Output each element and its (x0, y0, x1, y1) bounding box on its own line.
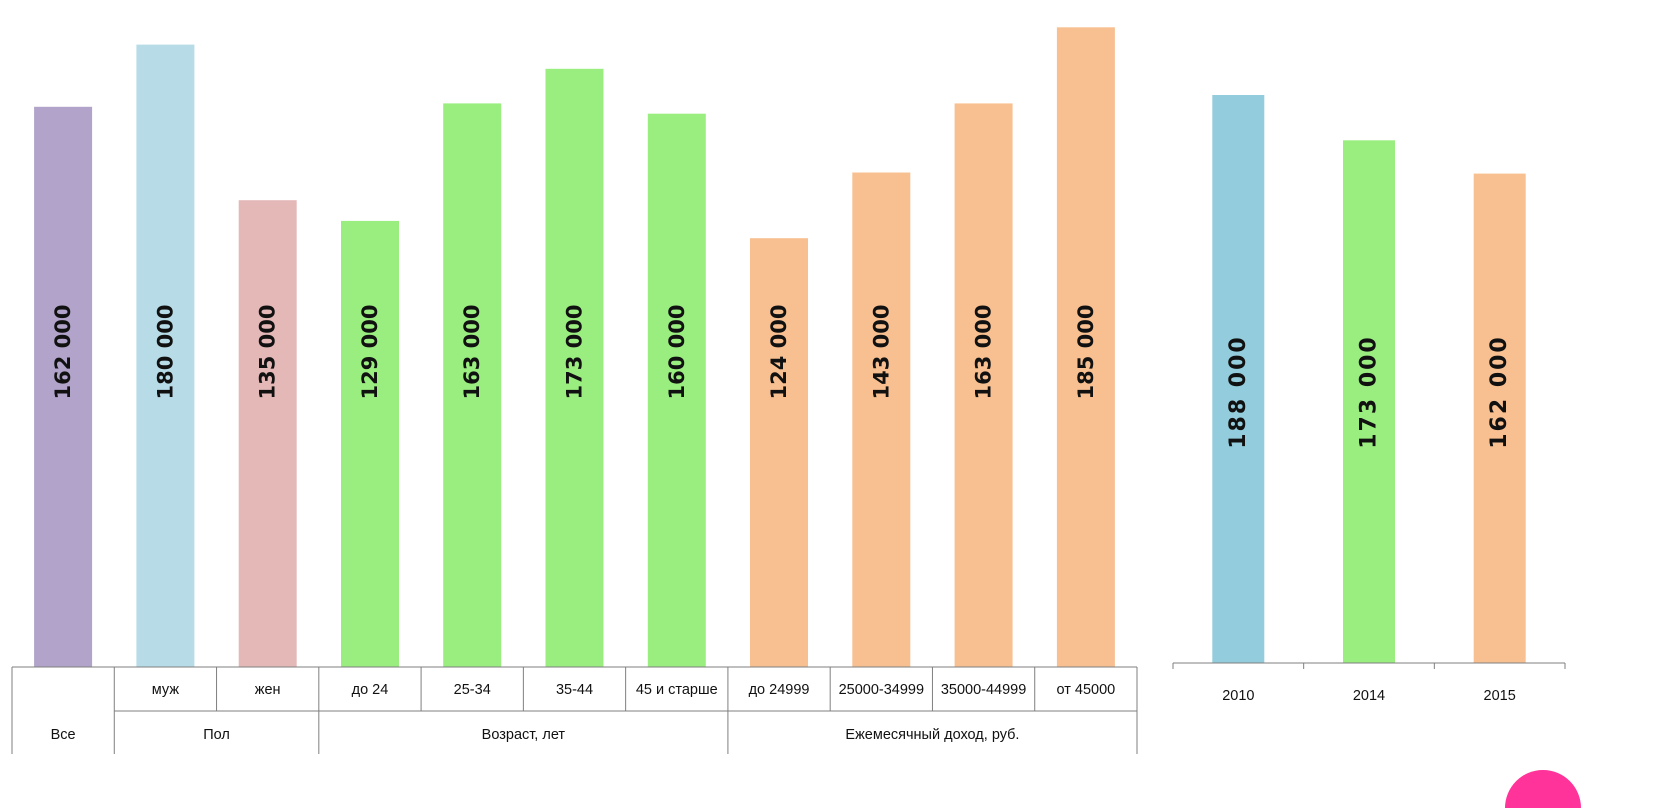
category-label: 25000-34999 (839, 682, 924, 698)
bar-value-label: 173 000 (563, 305, 587, 400)
bar-value-label: 135 000 (256, 305, 280, 400)
bar-value-label: 143 000 (869, 305, 893, 400)
bar (1473, 173, 1526, 663)
group-label: Ежемесячный доход, руб. (845, 727, 1019, 743)
category-label: муж (152, 682, 180, 698)
bar (545, 68, 604, 668)
category-label: 2015 (1484, 688, 1516, 704)
category-label: 2014 (1353, 688, 1385, 704)
bar (238, 200, 297, 667)
bar (341, 220, 399, 667)
bar-value-label: 160 000 (665, 305, 689, 400)
category-label: 45 и старше (636, 682, 718, 698)
category-label: до 24999 (749, 682, 810, 698)
bar-value-label: 162 000 (51, 305, 75, 400)
bar (1212, 95, 1265, 663)
bar (852, 172, 911, 667)
bar-value-label: 188 000 (1226, 335, 1251, 449)
category-label: 35000-44999 (941, 682, 1026, 698)
bar-value-label: 163 000 (460, 305, 484, 400)
category-label: 35-44 (556, 682, 593, 698)
category-label: жен (255, 682, 281, 698)
bar (647, 113, 706, 667)
bar (34, 106, 93, 668)
group-label: Возраст, лет (482, 727, 566, 743)
bar-value-label: 162 000 (1487, 335, 1512, 449)
bar-value-label: 185 000 (1074, 305, 1098, 400)
category-label: 2010 (1222, 688, 1254, 704)
group-label: Все (51, 727, 76, 743)
accent-circle-icon (1505, 770, 1581, 808)
bar (443, 103, 502, 667)
bar (1056, 27, 1115, 668)
bar-value-label: 129 000 (358, 305, 382, 400)
bar-value-label: 173 000 (1357, 335, 1382, 449)
bar (954, 103, 1013, 667)
category-label: до 24 (352, 682, 389, 698)
bar (750, 238, 808, 667)
left-bar-chart: 162 000 180 000 муж 135 000 жен 129 000 до 24 1… (11, 27, 1138, 754)
group-label: Пол (203, 727, 230, 743)
right-bar-chart: 188 000 2010 173 000 2014 162 000 2015 (1172, 95, 1566, 704)
bar (136, 44, 195, 668)
category-label: от 45000 (1056, 682, 1115, 698)
bar-value-label: 180 000 (153, 305, 177, 400)
bar (1343, 140, 1395, 664)
category-label: 25-34 (454, 682, 491, 698)
bar-value-label: 163 000 (972, 305, 996, 400)
bar-value-label: 124 000 (767, 305, 791, 400)
